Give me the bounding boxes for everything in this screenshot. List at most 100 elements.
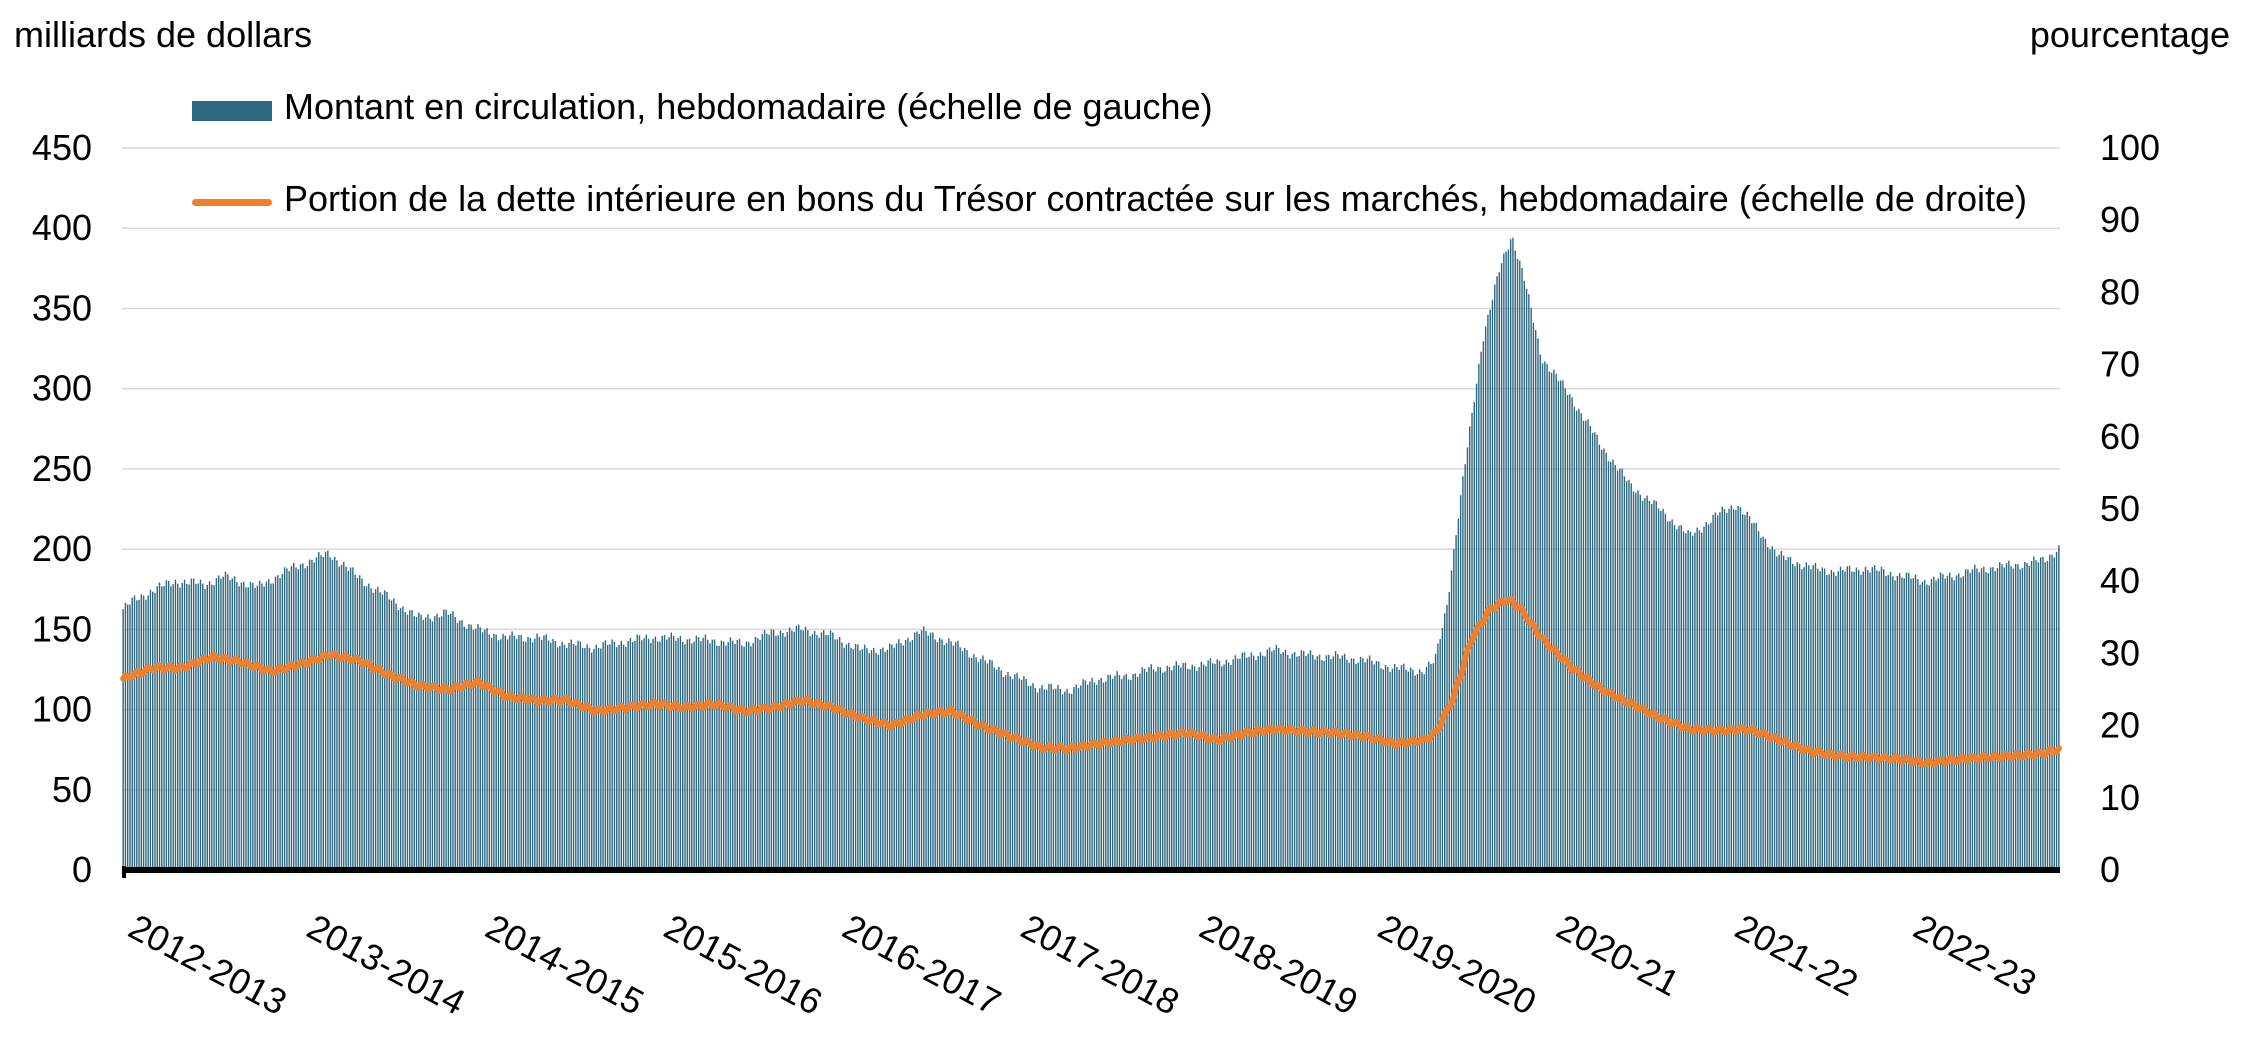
bar [416,617,417,870]
bar [1339,659,1340,870]
bar [1894,580,1895,870]
bar [468,624,469,870]
bar [227,574,228,870]
bar [516,639,517,870]
bar [1439,639,1440,870]
bar [1651,504,1652,870]
bar [1319,655,1320,870]
bar [1453,549,1454,870]
bar [668,637,669,870]
bar [1387,667,1388,870]
left-tick-label: 50 [52,769,92,810]
bar [2051,555,2052,870]
bar [1053,689,1054,870]
bar [168,581,169,870]
bar [1988,573,1989,870]
bar [316,557,317,870]
bar [816,635,817,870]
bar [962,651,963,870]
bar [664,635,665,870]
bar [1633,491,1634,870]
bar [1790,557,1791,870]
bar [2001,564,2002,870]
bar [2056,552,2057,870]
bar [618,645,619,870]
bar [912,640,913,870]
bar [448,615,449,870]
bar [129,605,130,870]
bar [575,645,576,870]
bar [555,641,556,870]
bar [853,649,854,870]
bar [805,627,806,870]
bar [623,645,624,870]
bar [204,589,205,870]
bar [1251,652,1252,870]
bar [536,634,537,870]
legend-line-swatch [192,199,272,206]
bar [1442,628,1443,870]
bar [900,643,901,870]
left-tick-label: 150 [32,608,92,649]
bar [1128,679,1129,870]
bar [1151,664,1152,870]
bar [1815,563,1816,870]
bar [1674,525,1675,870]
bar [1567,395,1568,870]
bar [268,579,269,870]
bar [161,586,162,870]
bar [1540,354,1541,870]
bar [891,645,892,871]
bar [1872,567,1873,870]
bar [739,639,740,870]
left-tick-label: 300 [32,368,92,409]
bar [746,642,747,870]
bar [1094,682,1095,870]
bar [780,631,781,870]
right-tick-label: 80 [2100,271,2140,312]
bar [1353,659,1354,870]
bar [684,644,685,870]
bar [1321,660,1322,870]
bar [143,596,144,870]
bar [339,567,340,870]
bar [675,641,676,870]
bar [459,621,460,870]
bar [1897,576,1898,870]
bar [1847,566,1848,870]
bar [550,643,551,870]
bar [1878,571,1879,870]
bar [571,640,572,870]
bar [243,582,244,870]
bar [1396,667,1397,870]
bar [1606,453,1607,870]
bar [1401,665,1402,870]
bar [1021,680,1022,870]
bar [784,637,785,870]
bar [1528,294,1529,870]
left-tick-label: 0 [72,849,92,890]
bar [407,615,408,870]
bar [1501,263,1502,870]
bar [1963,576,1964,870]
bar [1612,460,1613,870]
bar [725,646,726,870]
bar [832,633,833,870]
bar [1594,432,1595,870]
bar [1239,659,1240,870]
bar [1922,582,1923,870]
bar [1085,680,1086,870]
bar [493,634,494,870]
bar [584,648,585,870]
bar [482,632,483,870]
bar [386,592,387,870]
bar [1615,465,1616,870]
bar [1082,679,1083,870]
bar [1144,669,1145,870]
bar [925,631,926,870]
bar [1842,570,1843,870]
bar [1378,662,1379,871]
bar [1801,569,1802,870]
bar [309,560,310,870]
bar [909,642,910,870]
